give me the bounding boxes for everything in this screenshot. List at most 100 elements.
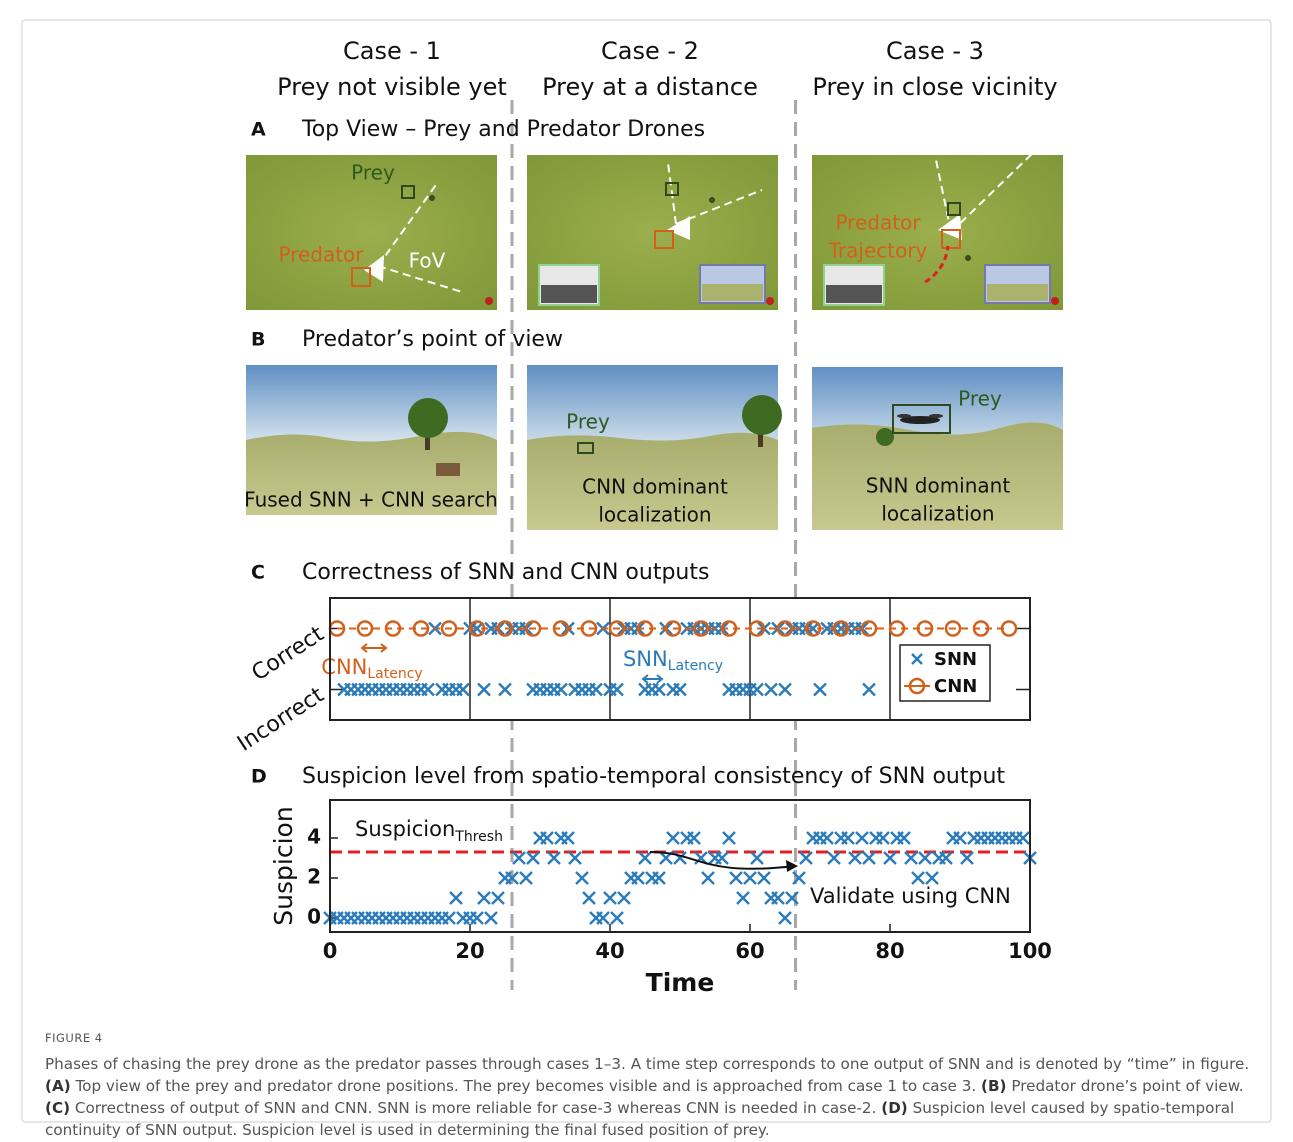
pov-1: Fused SNN + CNN search [244,365,498,515]
pov-3: Prey SNN dominant localization [812,367,1063,530]
case-title: Case - 2 [601,37,699,65]
suspicion-point [639,852,651,864]
top-view-1: Prey Predator FoV [246,155,497,310]
caption: FIGURE 4 Phases of chasing the prey dron… [45,1027,1260,1141]
image-label: Prey [566,410,610,434]
suspicion-point [443,912,455,924]
suspicion-point [492,892,504,904]
caption-sentence: Top view of the prey and predator drone … [71,1077,981,1095]
suspicion-point [821,832,833,844]
case-title: Case - 3 [886,37,984,65]
suspicion-point [541,832,553,844]
x-tick-label: 80 [875,939,904,963]
caption-sentence: Predator drone’s point of view. [1007,1077,1244,1095]
image-label: Prey [958,387,1002,411]
suspicion-point [730,872,742,884]
suspicion-point [527,852,539,864]
suspicion-point [842,832,854,844]
case-subtitle: Prey in close vicinity [812,73,1057,101]
annotation-sub: Latency [367,666,422,682]
x-tick-label: 20 [455,939,484,963]
y-axis-label: Suspicion [269,806,298,925]
caption-label: FIGURE 4 [45,1027,1260,1049]
suspicion-point [961,852,973,864]
x-tick-label: 40 [595,939,624,963]
suspicion-point [954,832,966,844]
suspicion-point [905,852,917,864]
x-axis-label: Time [646,968,715,997]
suspicion-point [926,872,938,884]
y-tick-label: Incorrect [233,682,329,756]
suspicion-point [653,872,665,884]
suspicion-point [744,872,756,884]
y-tick-label: Correct [248,621,329,686]
legend-label: SNN [934,649,977,670]
suspicion-point [856,832,868,844]
suspicion-point [632,872,644,884]
annotation: Validate using CNN [810,884,1011,908]
suspicion-point [919,852,931,864]
suspicion-point [800,852,812,864]
suspicion-point [1017,832,1029,844]
image-label: Prey [351,161,395,185]
annotation-arrow [650,852,795,869]
image-label: Predator [278,243,364,267]
suspicion-point [604,892,616,904]
y-tick-label: 2 [307,865,321,889]
y-tick-label: 4 [307,825,321,849]
suspicion-point [618,892,630,904]
image-label: Fused SNN + CNN search [244,488,498,512]
threshold-label-text: Suspicion [355,817,455,841]
panel-letter: A [251,119,266,141]
suspicion-point [583,892,595,904]
suspicion-point [884,852,896,864]
panel-title: Predator’s point of view [302,327,563,352]
caption-panel-ref: (B) [981,1077,1006,1095]
suspicion-point [478,892,490,904]
panel-title: Suspicion level from spatio-temporal con… [302,764,1005,789]
panel-letter: B [251,329,265,351]
suspicion-point [912,872,924,884]
image-label: CNN dominant [582,475,728,499]
threshold-label-sub: Thresh [454,829,503,845]
figure: Case - 1 Prey not visible yet Case - 2 P… [0,0,1293,1142]
pov-2: Prey CNN dominant localization [527,365,782,530]
annotation-sub: Latency [668,658,723,674]
suspicion-point [597,912,609,924]
image-label: SNN dominant [866,474,1011,498]
top-view-3: Predator Trajectory [812,150,1063,310]
top-view-2 [527,155,778,310]
case-title: Case - 1 [343,37,441,65]
suspicion-point [751,852,763,864]
caption-panel-ref: (A) [45,1077,71,1095]
suspicion-point [576,872,588,884]
threshold-label: SuspicionThresh [355,817,503,845]
caption-sentence: Phases of chasing the prey drone as the … [45,1055,1249,1073]
case-subtitle: Prey not visible yet [277,73,507,101]
case-headers: Case - 1 Prey not visible yet Case - 2 P… [277,37,1057,101]
panel-title: Correctness of SNN and CNN outputs [302,560,709,585]
suspicion-point [548,852,560,864]
suspicion-point [772,892,784,904]
image-label: localization [598,503,711,527]
suspicion-point [611,912,623,924]
suspicion-point [863,852,875,864]
suspicion-point [779,912,791,924]
x-tick-label: 100 [1008,939,1052,963]
y-tick-label: 0 [307,905,321,929]
suspicion-point [450,892,462,904]
suspicion-point [562,832,574,844]
panel-title: Top View – Prey and Predator Drones [301,117,705,142]
suspicion-point [667,832,679,844]
suspicion-point [758,872,770,884]
suspicion-point [513,852,525,864]
suspicion-point [520,872,532,884]
suspicion-point [737,892,749,904]
image-label: localization [881,502,994,526]
suspicion-point [688,832,700,844]
x-tick-label: 60 [735,939,764,963]
caption-text: Phases of chasing the prey drone as the … [45,1055,1249,1139]
image-label: Trajectory [828,239,928,263]
